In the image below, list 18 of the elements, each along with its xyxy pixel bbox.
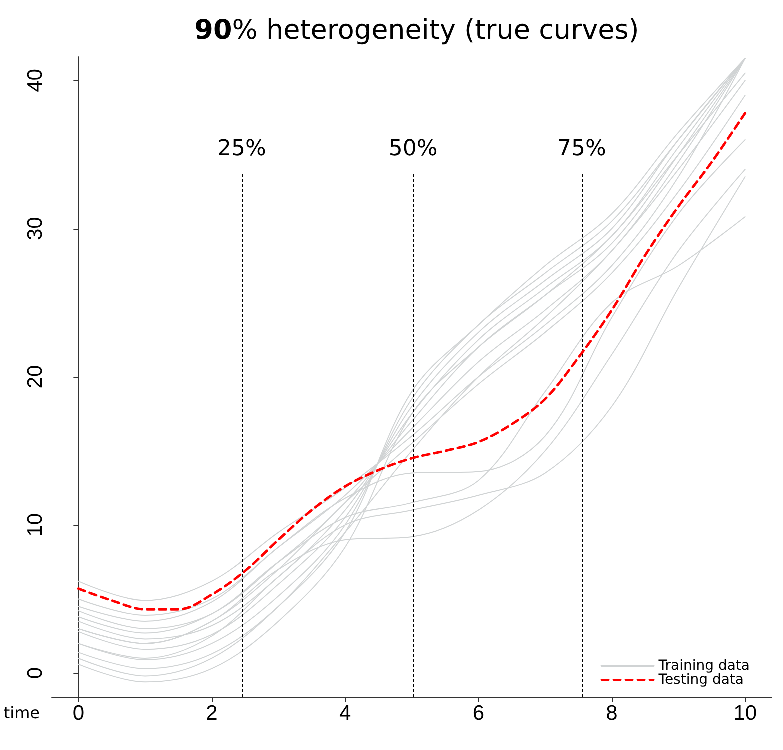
annotation: 25% [218,136,266,162]
y-tick-label: 30 [24,217,47,241]
x-tick-label: 2 [206,702,218,725]
x-tick-label: 10 [734,702,758,725]
x-tick-label: 0 [72,702,85,725]
legend-label: Testing data [658,672,744,688]
y-tick-label: 40 [24,69,47,92]
x-tick-label: 4 [339,702,352,725]
annotation: 50% [388,136,438,162]
y-tick-label: 0 [24,667,47,680]
x-axis-title: time [4,704,40,722]
annotation: 75% [558,136,606,162]
x-tick-label: 6 [472,702,485,725]
chart-title: 90% heterogeneity (true curves) [194,15,640,46]
y-tick-label: 10 [24,513,47,537]
x-tick-label: 8 [606,702,618,725]
y-tick-label: 20 [24,365,47,389]
legend-label: Training data [658,658,750,674]
